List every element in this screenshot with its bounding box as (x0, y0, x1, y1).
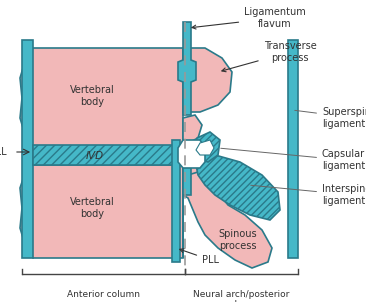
Polygon shape (288, 40, 298, 258)
Polygon shape (175, 145, 195, 165)
Polygon shape (178, 22, 196, 115)
Polygon shape (183, 152, 203, 175)
Text: IVD: IVD (86, 151, 104, 161)
Text: Neural arch/posterior
column: Neural arch/posterior column (193, 290, 290, 302)
Polygon shape (178, 140, 205, 168)
Text: Interspinous
ligament: Interspinous ligament (251, 184, 366, 206)
Polygon shape (172, 140, 180, 262)
Text: Superspinous
ligament: Superspinous ligament (295, 107, 366, 129)
Text: Vertebral
body: Vertebral body (70, 197, 114, 219)
Polygon shape (193, 132, 220, 162)
Polygon shape (33, 145, 175, 165)
Polygon shape (183, 155, 191, 195)
Polygon shape (183, 48, 232, 112)
Text: Capsular
ligament: Capsular ligament (221, 148, 365, 171)
Text: Ligamentum
flavum: Ligamentum flavum (192, 7, 306, 29)
Text: Anterior column: Anterior column (67, 290, 140, 299)
Polygon shape (183, 115, 202, 143)
Polygon shape (20, 48, 183, 148)
Polygon shape (196, 140, 214, 155)
Polygon shape (196, 155, 280, 220)
Polygon shape (22, 40, 33, 258)
Text: Transverse
process: Transverse process (222, 41, 316, 72)
Text: Vertebral
body: Vertebral body (70, 85, 114, 107)
Text: Spinous
process: Spinous process (219, 229, 257, 251)
Polygon shape (183, 165, 272, 268)
Text: ALL: ALL (0, 147, 8, 157)
Text: PLL: PLL (180, 249, 219, 265)
Polygon shape (20, 165, 183, 258)
